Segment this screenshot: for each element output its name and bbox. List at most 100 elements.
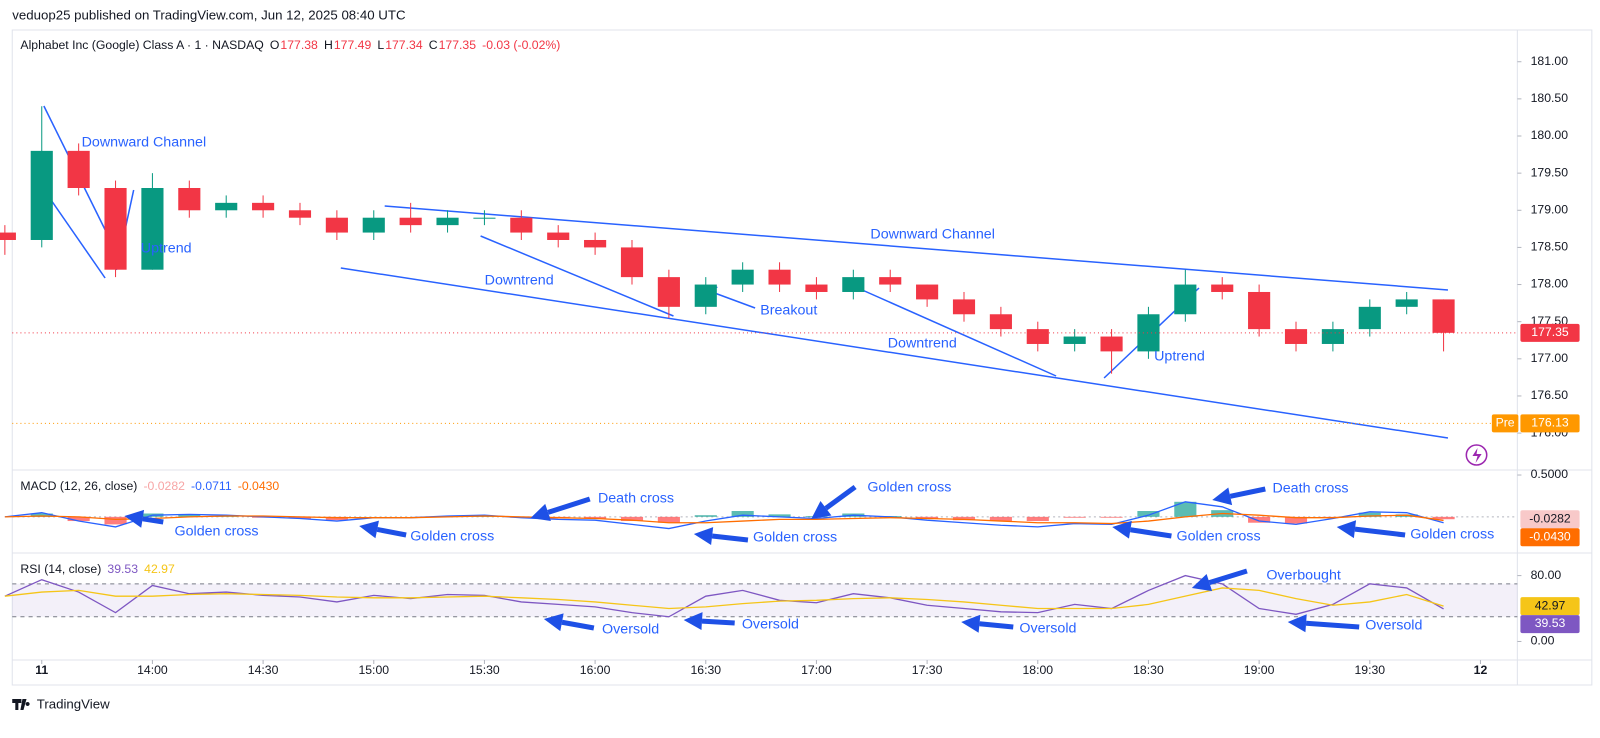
annotation: Golden cross [753,529,837,545]
legend-value: 177.35 [439,38,477,52]
candle-body [1100,336,1123,352]
annotation-arrow-head [1191,574,1213,592]
histogram-bar [1284,516,1308,524]
annotation: Oversold [1019,620,1076,636]
candle-body [768,269,791,285]
histogram-bar [325,516,348,521]
histogram-bar [30,513,53,517]
candle-body [842,277,865,292]
annotation-arrow [1354,526,1406,538]
candle-body [1211,284,1234,292]
annotation-arrow [1229,486,1266,499]
candle-body [104,187,127,270]
x-tick-label: 19:00 [1244,663,1275,677]
alert-icon[interactable] [1465,444,1488,466]
histogram-bar [989,516,1012,522]
candle-body [879,277,902,285]
candle-body [1432,299,1455,333]
legend-value: -0.0430 [238,479,280,493]
x-tick-label: 17:30 [912,663,943,677]
candle-body [1063,336,1086,344]
x-tick-label: 12 [1474,663,1488,677]
candle-body [805,284,828,292]
histogram-bar [620,516,644,522]
indicator-title: RSI (14, close) [20,562,101,576]
premarket-tag [1491,414,1519,433]
annotation: Downward Channel [82,134,207,150]
last-price-label: 177.35 [1531,325,1569,339]
histogram-bar [288,516,312,519]
x-tick-label: 14:00 [137,663,168,677]
candle-body [547,232,570,240]
annotation-arrow [701,618,735,626]
legend-key: H [324,38,333,52]
annotation-arrow [979,621,1014,630]
candle-body [952,299,976,315]
published-note: veduop25 published on TradingView.com, J… [12,8,405,23]
premarket-tag-label: Pre [1496,416,1515,430]
annotation-arrow [824,484,857,511]
x-tick-label: 19:30 [1354,663,1385,677]
candle-body [178,187,201,211]
annotation: Uptrend [1154,348,1205,364]
last-price-badge [1520,323,1580,342]
candle-body [989,314,1012,330]
x-tick-label: 15:00 [358,663,389,677]
candle-body [362,217,385,233]
legend-key: O [270,38,280,52]
legend-value: 177.49 [334,38,372,52]
annotation-arrow [1208,568,1248,585]
y-tick-label: 180.00 [1531,128,1569,142]
y-tick-label: 80.00 [1531,568,1562,582]
legend-value: 42.97 [144,562,175,576]
candle-body [584,239,607,248]
annotation-arrow [376,527,407,538]
indicator-line [4,512,1444,525]
y-tick-label: 0.00 [1531,634,1555,648]
candle-body [1248,291,1271,330]
footer-logo: TradingView [12,697,110,711]
candle-body [1321,329,1344,344]
candle-body [473,217,496,219]
y-tick-label: 178.50 [1531,240,1569,254]
y-tick-label: 177.00 [1531,351,1569,365]
candle-body [436,217,459,226]
candle-body [620,247,644,278]
candle-body [30,150,53,240]
histogram-bar [178,514,201,517]
series-title: Alphabet Inc (Google) Class A · 1 · NASD… [20,38,263,52]
annotation-arrow-head [124,509,145,528]
annotation: Breakout [760,302,817,318]
histogram-bar [952,516,976,521]
annotation: Overbought [1266,567,1341,583]
candle-body [1284,329,1308,344]
x-tick-label: 16:30 [690,663,721,677]
annotation: Golden cross [410,528,494,544]
legend-value: 39.53 [107,562,138,576]
legend-value: 177.38 [280,38,318,52]
candle-body [1026,329,1049,344]
annotation-arrow [1305,620,1360,630]
histogram-bar [1137,511,1160,517]
legend-value: -0.0711 [191,479,232,493]
candle-body [916,284,939,300]
annotation-arrow [142,516,164,525]
histogram-bar [657,516,680,523]
value-badge [1520,528,1580,547]
rsi-band [12,583,1518,617]
annotation: Downward Channel [870,226,995,242]
histogram-bar [1248,516,1271,523]
candle-body [141,187,164,270]
annotation-arrow-head [811,501,832,519]
candle-body [657,277,680,307]
indicator-title: MACD (12, 26, close) [20,479,137,493]
candle-body [325,217,348,233]
histogram-bar [1174,501,1197,517]
candle-body [0,232,16,240]
annotation: Oversold [1365,617,1422,633]
annotation: Oversold [742,616,799,632]
histogram-bar [731,511,754,517]
legend-change: -0.03 (-0.02%) [482,38,560,52]
trend-line [340,267,1449,439]
